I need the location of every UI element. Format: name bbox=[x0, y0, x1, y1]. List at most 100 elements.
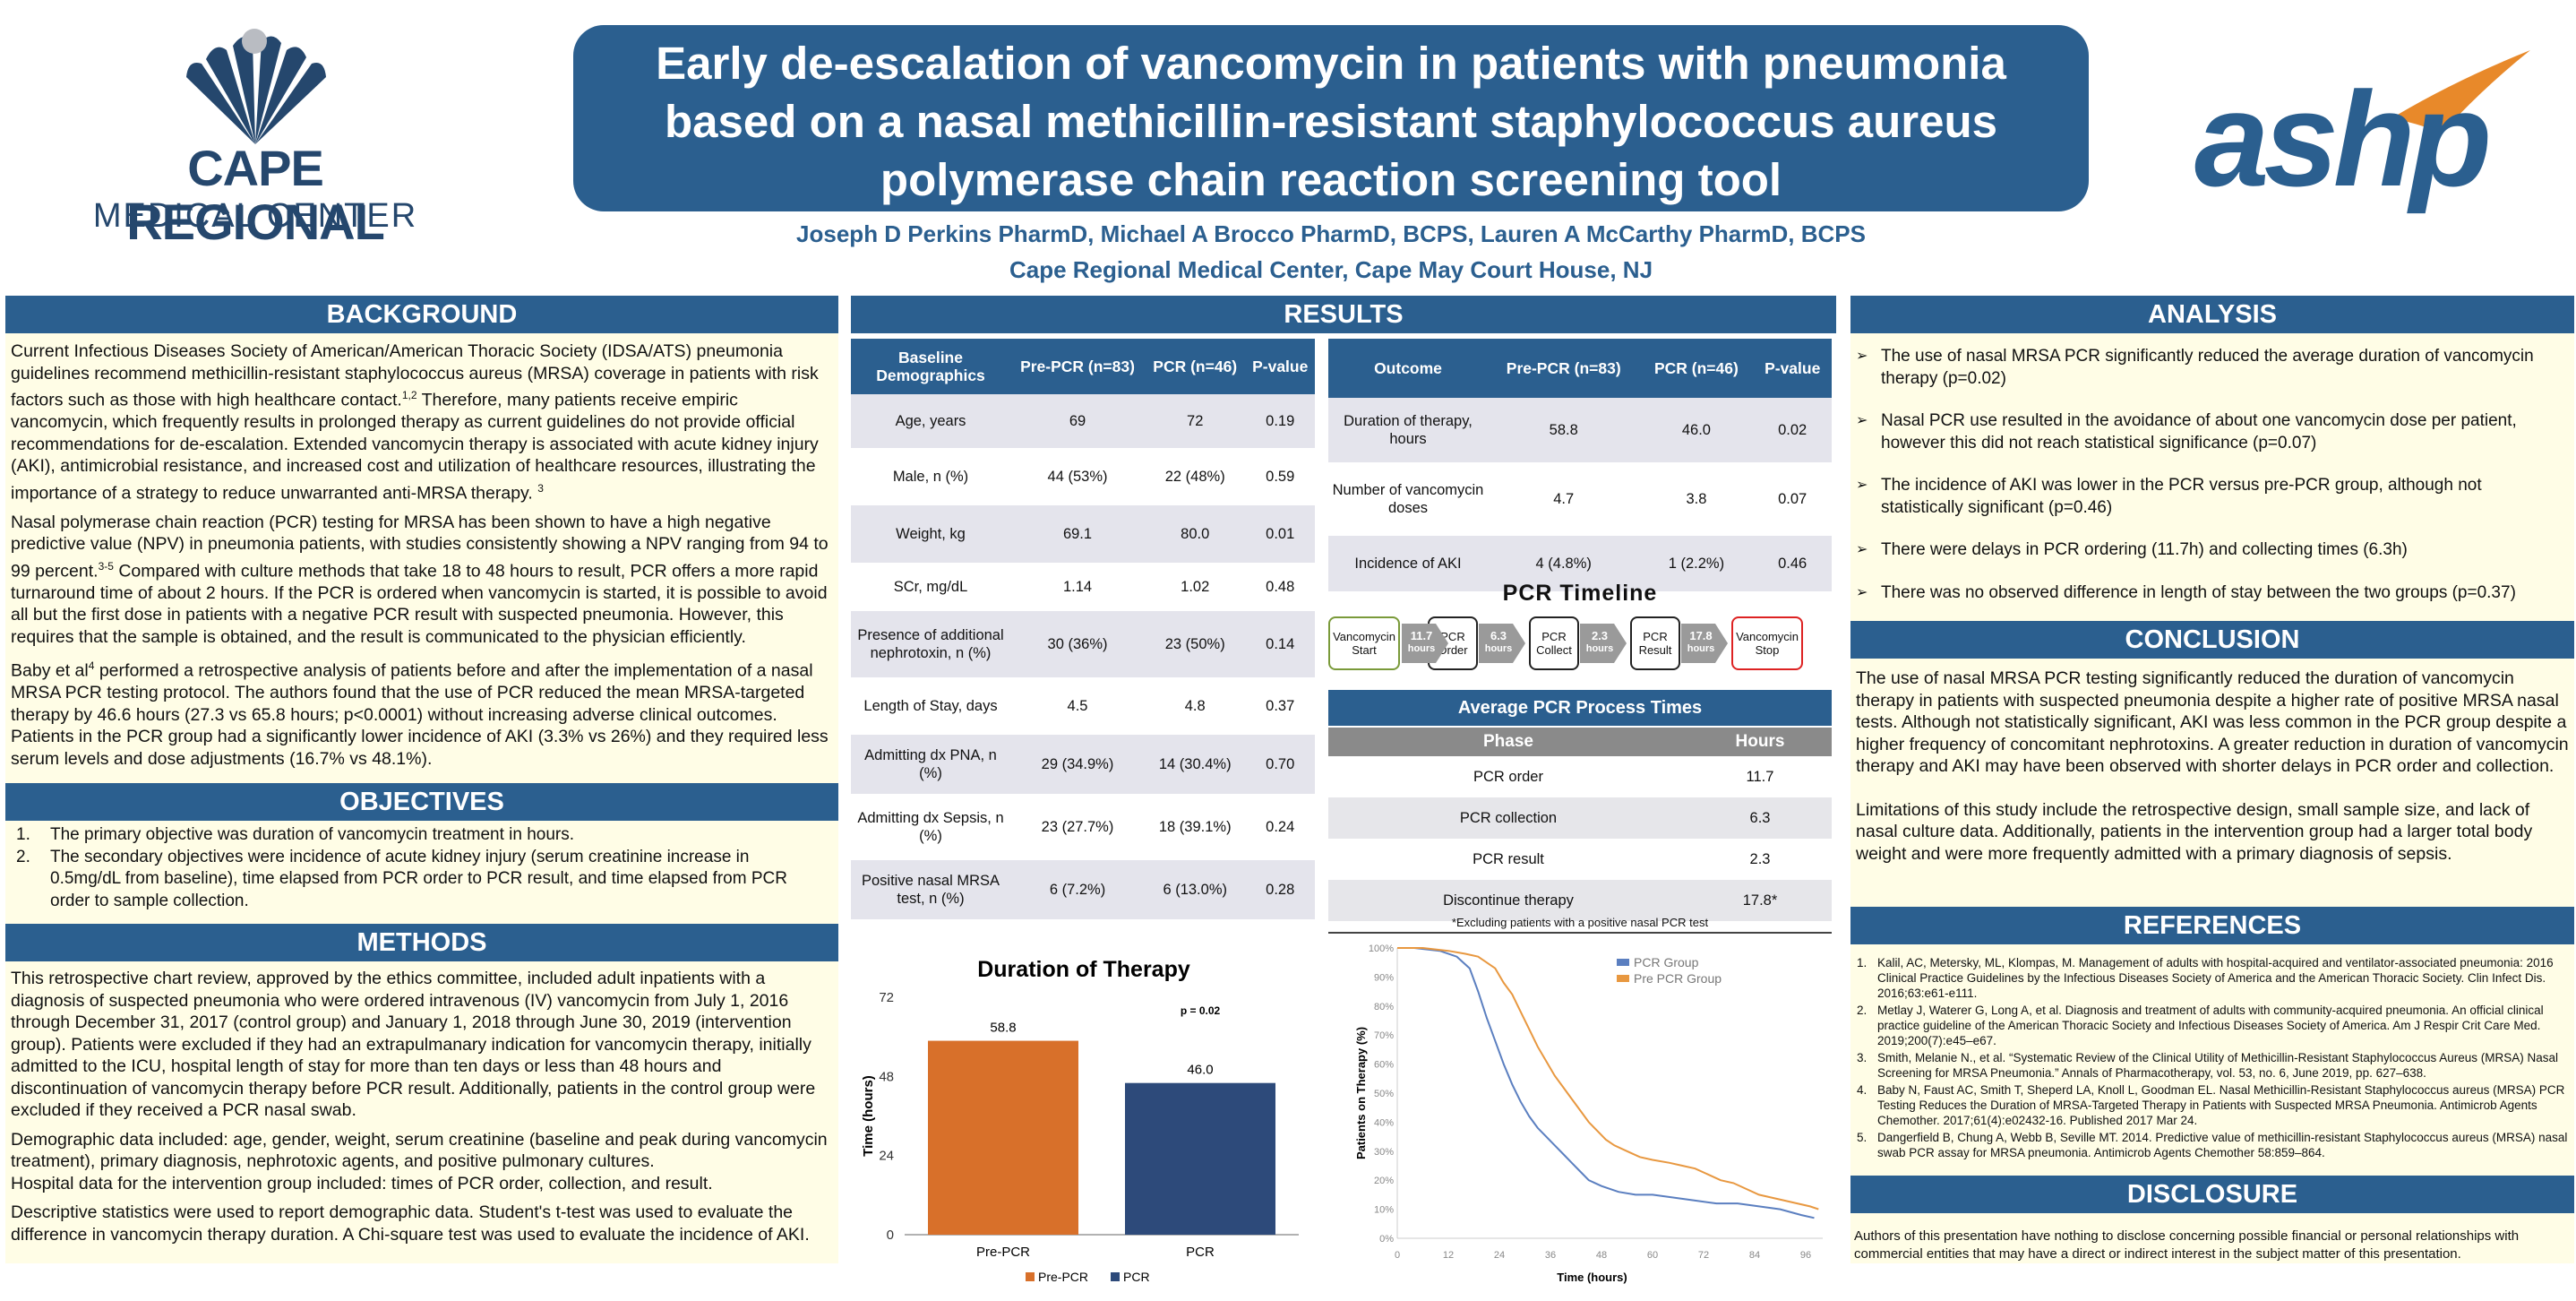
background-p1-text-cont: Therefore, many patients receive empiric… bbox=[11, 390, 819, 504]
reference-number: 5. bbox=[1857, 1131, 1868, 1144]
table-cell: PCR order bbox=[1328, 756, 1688, 797]
reference-number: 4. bbox=[1857, 1083, 1868, 1097]
table-cell: SCr, mg/dL bbox=[851, 563, 1010, 611]
timeline-step-label: Vancomycin Start bbox=[1333, 630, 1395, 657]
table-row: Presence of additional nephrotoxin, n (%… bbox=[851, 611, 1315, 677]
table-row: Incidence of AKI 4 (4.8%) 1 (2.2%) 0.46 bbox=[1328, 536, 1832, 591]
table-cell: Number of vancomycin doses bbox=[1328, 462, 1488, 536]
table-cell: 0.24 bbox=[1245, 794, 1315, 860]
table-cell: 0.70 bbox=[1245, 735, 1315, 794]
reference-text: Baby N, Faust AC, Smith T, Sheperd LA, K… bbox=[1877, 1083, 2565, 1127]
methods-paragraph-1: This retrospective chart review, approve… bbox=[11, 969, 816, 1120]
table-header-cell: Outcome bbox=[1328, 339, 1488, 398]
table-row: Number of vancomycin doses 4.7 3.8 0.07 bbox=[1328, 462, 1832, 536]
arrow-bullet-icon: ➢ bbox=[1856, 478, 1868, 493]
title-line-2: based on a nasal methicillin-resistant s… bbox=[665, 96, 1997, 147]
table-cell: 6 (13.0%) bbox=[1145, 860, 1246, 919]
background-paragraph-3: Baby et al4 performed a retrospective an… bbox=[11, 655, 833, 770]
table-row: Positive nasal MRSA test, n (%) 6 (7.2%) 6… bbox=[851, 860, 1315, 919]
cape-logo-line2: MEDICAL CENTER bbox=[92, 197, 418, 235]
arrow-bullet-icon: ➢ bbox=[1856, 584, 1868, 600]
table-header-cell: PCR (n=46) bbox=[1145, 339, 1246, 394]
timeline-gap-arrow: 11.7 hours bbox=[1402, 618, 1448, 668]
table-header-cell: Phase bbox=[1328, 728, 1688, 756]
table-header-row: Outcome Pre-PCR (n=83) PCR (n=46) P-value bbox=[1328, 339, 1832, 398]
arrow-shape-icon bbox=[1479, 624, 1525, 663]
table-cell: Discontinue therapy bbox=[1328, 880, 1688, 921]
table-cell: 0.14 bbox=[1245, 611, 1315, 677]
table-cell: Admitting dx Sepsis, n (%) bbox=[851, 794, 1010, 860]
duration-of-therapy-chart: Duration of Therapy 0 24 48 72 Time (hours) 58… bbox=[861, 957, 1299, 1284]
legend-swatch bbox=[1617, 959, 1629, 966]
table-cell: 69.1 bbox=[1010, 505, 1146, 563]
results-heading: RESULTS bbox=[851, 296, 1836, 333]
legend-label: PCR Group bbox=[1634, 955, 1699, 969]
y-tick-label: 0 bbox=[887, 1228, 894, 1243]
timeline-title: PCR Timeline bbox=[1502, 581, 1658, 606]
reference-number: 1. bbox=[1857, 956, 1868, 969]
x-tick-label: 96 bbox=[1800, 1250, 1811, 1261]
y-tick-label: 24 bbox=[879, 1149, 894, 1164]
title-line-1: Early de-escalation of vancomycin in pat… bbox=[656, 38, 2006, 89]
y-tick-label: 48 bbox=[879, 1069, 894, 1084]
table-cell: 0.19 bbox=[1245, 394, 1315, 448]
analysis-item: ➢ There was no observed difference in len… bbox=[1856, 582, 2563, 605]
table-cell: 17.8* bbox=[1688, 880, 1832, 921]
table-header-cell: P-value bbox=[1753, 339, 1832, 398]
table-header-row: Phase Hours bbox=[1328, 728, 1832, 756]
timeline-step: PCR Collect bbox=[1529, 616, 1579, 670]
table-cell: 1 (2.2%) bbox=[1639, 536, 1754, 591]
table-cell: 0.46 bbox=[1753, 536, 1832, 591]
y-tick-label: 10% bbox=[1374, 1205, 1394, 1216]
timeline-gap-arrow: 6.3 hours bbox=[1479, 618, 1525, 668]
y-tick-label: 30% bbox=[1374, 1147, 1394, 1158]
table-cell: 80.0 bbox=[1145, 505, 1246, 563]
conclusion-heading: CONCLUSION bbox=[1850, 621, 2574, 659]
legend-swatch bbox=[1111, 1272, 1120, 1281]
bar-pcr bbox=[1125, 1082, 1275, 1235]
table-row: Length of Stay, days 4.5 4.8 0.37 bbox=[851, 677, 1315, 735]
table-cell: Admitting dx PNA, n (%) bbox=[851, 735, 1010, 794]
table-header-cell: Baseline Demographics bbox=[851, 339, 1010, 394]
x-tick-label: 60 bbox=[1647, 1250, 1658, 1261]
timeline-gap-unit: hours bbox=[1407, 643, 1436, 654]
table-cell: 4 (4.8%) bbox=[1488, 536, 1640, 591]
table-header-cell: P-value bbox=[1245, 339, 1315, 394]
table-cell: 0.48 bbox=[1245, 563, 1315, 611]
process-times-title: Average PCR Process Times bbox=[1328, 690, 1832, 726]
citation: 3 bbox=[537, 481, 544, 495]
p-value-annotation: p = 0.02 bbox=[1181, 1004, 1221, 1017]
x-tick-label: 36 bbox=[1545, 1250, 1556, 1261]
x-tick-label: 12 bbox=[1443, 1250, 1454, 1261]
y-tick-label: 90% bbox=[1374, 972, 1394, 983]
timeline-gap-unit: hours bbox=[1484, 643, 1513, 654]
x-tick-label: 84 bbox=[1749, 1250, 1760, 1261]
cape-regional-logo: CAPE REGIONAL MEDICAL CENTER bbox=[54, 23, 457, 249]
table-cell: Positive nasal MRSA test, n (%) bbox=[851, 860, 1010, 919]
data-label: 58.8 bbox=[990, 1021, 1016, 1036]
ashp-logo: ashp bbox=[2185, 45, 2544, 215]
author-list: Joseph D Perkins PharmD, Michael A Brocc… bbox=[796, 220, 1866, 247]
y-tick-label: 50% bbox=[1374, 1089, 1394, 1099]
timeline-step-label: Vancomycin Stop bbox=[1736, 630, 1799, 657]
table-cell: 69 bbox=[1010, 394, 1146, 448]
table-header-row: Baseline Demographics Pre-PCR (n=83) PCR (… bbox=[851, 339, 1315, 394]
table-cell: Presence of additional nephrotoxin, n (%… bbox=[851, 611, 1010, 677]
y-tick-label: 20% bbox=[1374, 1176, 1394, 1186]
objective-number: 2. bbox=[16, 847, 30, 866]
table-cell: 1.14 bbox=[1010, 563, 1146, 611]
background-p3-text: Baby et al bbox=[11, 660, 89, 681]
objective-text: The secondary objectives were incidence … bbox=[50, 847, 787, 910]
shell-emblem-icon bbox=[186, 29, 326, 144]
table-row: PCR collection 6.3 bbox=[1328, 797, 1832, 839]
right-column bbox=[1850, 296, 2574, 1263]
objective-item: 1. The primary objective was duration of … bbox=[9, 824, 797, 847]
citation: 4 bbox=[88, 659, 95, 672]
table-row: Discontinue therapy 17.8* bbox=[1328, 880, 1832, 921]
legend-swatch bbox=[1617, 975, 1629, 982]
methods-paragraph-2: Demographic data included: age, gender, … bbox=[11, 1129, 828, 1172]
table-cell: 29 (34.9%) bbox=[1010, 735, 1146, 794]
timeline-gap-arrow: 17.8 hours bbox=[1681, 618, 1728, 668]
x-tick-label: 0 bbox=[1395, 1250, 1400, 1261]
table-cell: 11.7 bbox=[1688, 756, 1832, 797]
